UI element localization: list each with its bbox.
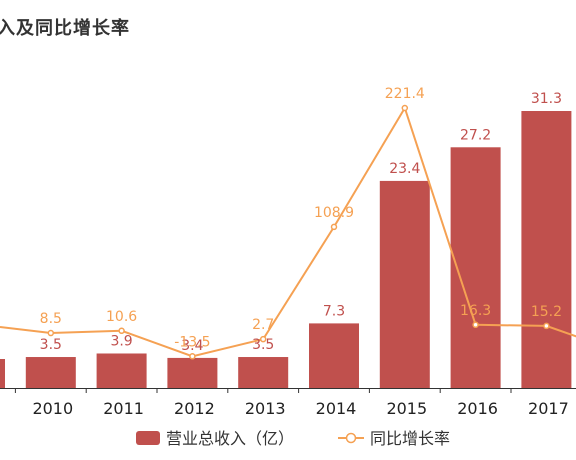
line-label-2010: 8.5: [40, 311, 62, 327]
line-label-2017: 15.2: [531, 304, 562, 320]
bar-2017: [521, 111, 572, 388]
line-label-2014: 108.9: [314, 205, 354, 221]
line-point-2012: [189, 353, 196, 360]
line-point-2010: [47, 329, 55, 337]
legend-bar-swatch: [136, 431, 160, 445]
bar-label-2015: 23.4: [389, 161, 420, 177]
bar-2015: [379, 180, 430, 388]
bar-2010: [25, 357, 76, 388]
x-tick-label-2011: 2011: [103, 399, 144, 418]
line-point-2013: [259, 335, 267, 343]
line-point-2014: [330, 223, 338, 231]
line-point-2015: [401, 104, 409, 112]
x-tick-label-2013: 2013: [245, 399, 286, 418]
bar-2013: [238, 357, 289, 388]
line-label-2012: -13.5: [174, 334, 210, 350]
bar-label-2010: 3.5: [40, 337, 62, 353]
line-label-2015: 221.4: [385, 86, 425, 102]
bar-label-2012: 3.4: [181, 338, 203, 354]
legend-line-label: 同比增长率: [370, 429, 450, 448]
bar-2016: [450, 147, 501, 388]
legend-line-marker: [345, 432, 357, 444]
line-label-2011: 10.6: [106, 309, 137, 325]
line-point-2011: [118, 327, 125, 335]
x-tick-label-2015: 2015: [386, 399, 427, 418]
bar-label-2017: 31.3: [531, 91, 562, 107]
x-tick-label-2017: 2017: [528, 399, 569, 418]
bar-label-2014: 7.3: [323, 303, 345, 319]
bar-9: [0, 359, 5, 388]
chart-title: 入及同比增长率: [0, 18, 130, 39]
x-tick-label-2016: 2016: [457, 399, 498, 418]
bar-2012: [167, 357, 218, 388]
bar-label-2013: 3.5: [252, 337, 274, 353]
bar-label-2011: 3.9: [110, 333, 132, 349]
bar-2014: [309, 323, 359, 388]
line-point-2017: [543, 322, 550, 330]
bar-2011: [96, 353, 147, 388]
x-tick-label-2010: 2010: [32, 399, 73, 418]
line-point-2016: [472, 321, 479, 329]
x-tick-label-2014: 2014: [316, 399, 357, 418]
legend-bar-label: 营业总收入（亿）: [166, 429, 294, 448]
x-tick-label-2012: 2012: [174, 399, 215, 418]
growth-line: [0, 105, 576, 358]
line-label-2013: 2.7: [252, 317, 274, 333]
bar-label-2016: 27.2: [460, 127, 491, 143]
line-label-2016: 16.3: [460, 303, 491, 319]
